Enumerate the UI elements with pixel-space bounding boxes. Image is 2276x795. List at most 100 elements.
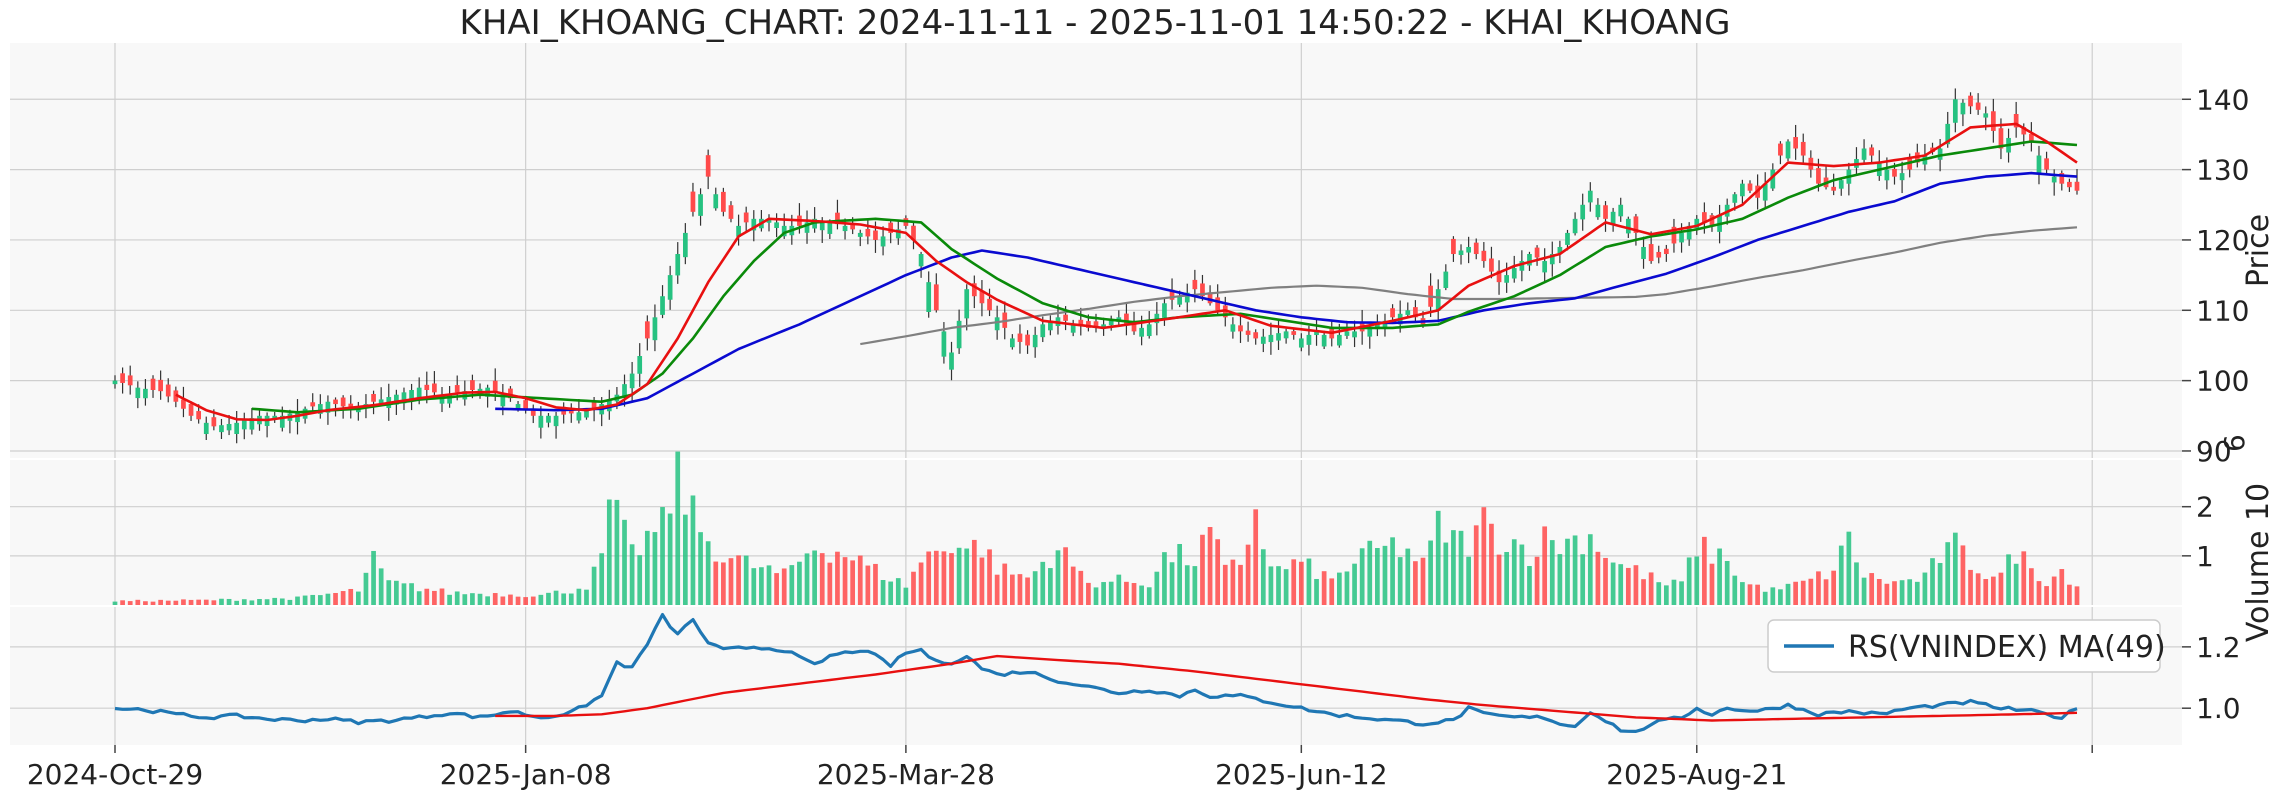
- volume-bar: [1899, 580, 1905, 605]
- volume-bar: [211, 600, 217, 605]
- candle-body: [1276, 333, 1281, 341]
- candle-body: [1861, 148, 1867, 160]
- candle-body: [1762, 183, 1768, 201]
- candle-body: [888, 222, 894, 233]
- volume-bar: [188, 599, 194, 605]
- candle-body: [918, 254, 924, 267]
- candle-body: [964, 289, 970, 319]
- volume-bar: [1572, 535, 1578, 605]
- volume-bar: [1078, 570, 1084, 605]
- volume-bar: [226, 598, 232, 605]
- volume-bar: [1854, 562, 1859, 605]
- volume-bar: [249, 600, 255, 605]
- volume-bar: [310, 594, 316, 605]
- candle-body: [1336, 334, 1342, 346]
- volume-bar: [1983, 579, 1989, 605]
- volume-bar: [903, 587, 909, 605]
- candle-body: [1565, 232, 1570, 245]
- volume-bar: [1549, 540, 1555, 605]
- volume-bar: [1922, 572, 1928, 605]
- candle-body: [1869, 147, 1875, 156]
- candle-body: [1587, 190, 1593, 203]
- candle-body: [1124, 313, 1129, 325]
- candle-body: [1009, 338, 1015, 348]
- volume-bar: [317, 595, 323, 605]
- volume-bar: [835, 551, 840, 605]
- ma-gray-line: [860, 226, 2078, 346]
- volume-bar: [591, 566, 597, 605]
- volume-bar: [842, 557, 848, 605]
- candle-body: [2059, 173, 2065, 184]
- volume-bar: [1116, 574, 1122, 605]
- volume-bar: [766, 565, 772, 605]
- volume-bar: [1184, 565, 1190, 605]
- candle-body: [500, 394, 506, 407]
- volume-bar: [933, 550, 939, 605]
- price-panel-tick-label: 120: [2196, 224, 2249, 257]
- volume-bar: [1443, 542, 1449, 605]
- candle-body: [470, 380, 475, 391]
- candle-body: [949, 352, 954, 370]
- candle-body: [333, 399, 338, 405]
- volume-bar: [1276, 566, 1281, 605]
- volume-bar: [264, 599, 270, 605]
- price-panel: 90 100 110 120 130 140 Price: [10, 43, 2276, 468]
- candle-body: [1770, 169, 1776, 189]
- volume-bar: [470, 593, 475, 605]
- volume-bar: [736, 555, 741, 605]
- volume-bar: [584, 589, 589, 605]
- volume-bar: [1527, 566, 1532, 605]
- candle-body: [249, 418, 255, 430]
- volume-bar: [1671, 579, 1677, 605]
- volume-bar: [797, 561, 802, 605]
- volume-bar: [1998, 572, 2004, 605]
- volume-bar: [127, 601, 133, 605]
- candle-body: [926, 282, 932, 312]
- volume-bar: [279, 598, 285, 605]
- volume-bar: [1473, 525, 1479, 605]
- volume-bar: [143, 601, 148, 605]
- volume-bar: [1382, 545, 1388, 605]
- candle-body: [1945, 123, 1951, 145]
- volume-bar: [1139, 585, 1144, 605]
- volume-bar: [1504, 551, 1510, 605]
- volume-bar: [865, 565, 871, 605]
- price-panel-tick-label: 100: [2196, 365, 2249, 398]
- candle-body: [1344, 331, 1350, 336]
- price-panel-background: [10, 43, 2182, 458]
- candle-body: [135, 387, 141, 399]
- volume-bar: [1329, 578, 1335, 605]
- volume-bar: [1945, 542, 1951, 605]
- candle-body: [1686, 225, 1692, 240]
- candle-body: [1952, 99, 1958, 123]
- candle-body: [1747, 183, 1753, 191]
- volume-bar: [819, 553, 825, 605]
- candle-body: [553, 415, 559, 427]
- candle-body: [416, 387, 422, 398]
- candle-body: [1466, 246, 1471, 253]
- volume-bar: [979, 557, 985, 605]
- candle-body: [143, 388, 148, 399]
- volume-bar: [1146, 587, 1152, 605]
- volume-bar: [1162, 552, 1167, 605]
- candle-body: [1473, 242, 1479, 255]
- volume-bar: [1298, 561, 1304, 605]
- candle-body: [1534, 247, 1540, 258]
- volume-bar: [629, 544, 635, 605]
- candle-body: [956, 320, 962, 349]
- volume-bar: [158, 599, 163, 605]
- volume-bar: [1352, 563, 1357, 605]
- candle-body: [325, 401, 331, 413]
- candle-body: [1557, 246, 1563, 254]
- volume-bar: [348, 588, 354, 605]
- volume-bar: [1367, 540, 1373, 605]
- volume-bar: [1625, 567, 1631, 605]
- candle-body: [1086, 321, 1091, 328]
- volume-bar: [371, 550, 376, 605]
- candle-body: [1070, 324, 1076, 333]
- volume-bar: [964, 548, 970, 605]
- volume-bar: [546, 592, 551, 605]
- chart-title: KHAI_KHOANG_CHART: 2024-11-11 - 2025-11-…: [460, 3, 1731, 43]
- volume-bar: [508, 594, 513, 605]
- volume-bar: [1413, 561, 1418, 605]
